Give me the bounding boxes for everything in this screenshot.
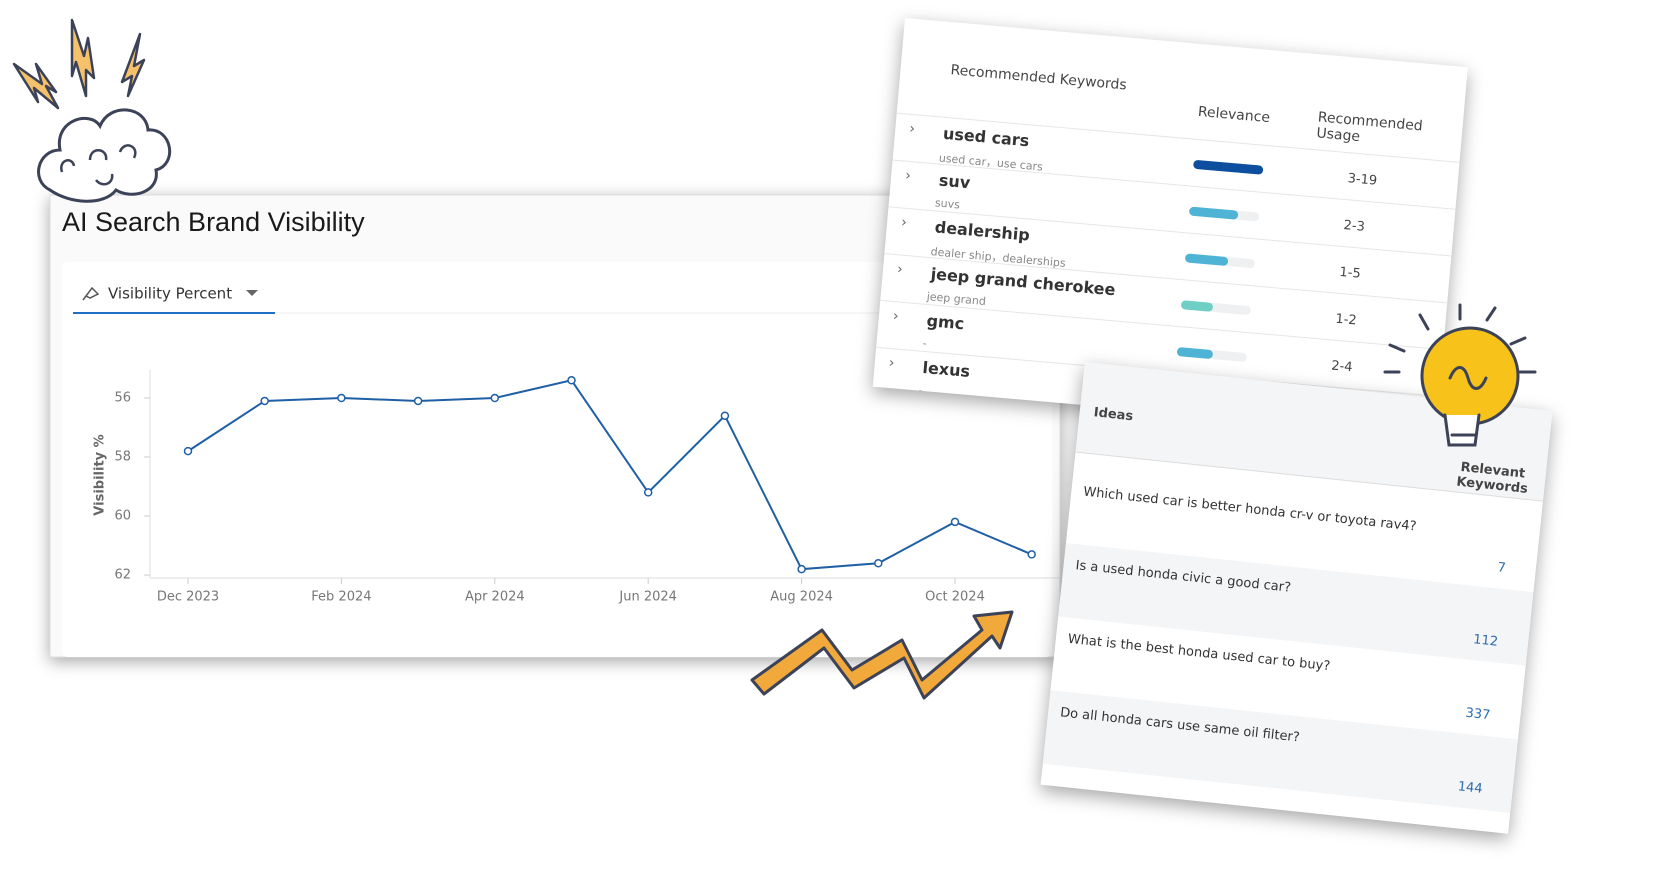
pin-icon bbox=[82, 286, 100, 301]
expand-chevron[interactable]: › bbox=[896, 261, 904, 278]
usage-header: Recommended Usage bbox=[1315, 109, 1424, 146]
point bbox=[950, 517, 960, 527]
point bbox=[720, 411, 730, 420]
usage: 1-5 bbox=[1338, 264, 1362, 282]
point bbox=[183, 446, 193, 456]
usage: 2-3 bbox=[1342, 218, 1366, 235]
x-tick-label: Apr 2024 bbox=[465, 590, 525, 605]
relevance-bar bbox=[1192, 159, 1264, 175]
relevance-header: Relevance bbox=[1197, 103, 1271, 127]
y-axis-label: Visibility % bbox=[93, 434, 108, 515]
idea-text: Which used car is better honda cr-v or t… bbox=[1082, 484, 1418, 535]
relevance-track bbox=[1184, 253, 1256, 269]
point bbox=[413, 396, 423, 406]
dropdown-caret[interactable] bbox=[246, 290, 258, 296]
relevance-track bbox=[1188, 206, 1260, 222]
relevance-track bbox=[1192, 159, 1264, 175]
idea-text: Is a used honda civic a good car? bbox=[1074, 558, 1292, 596]
keyword-count[interactable]: 7 bbox=[1496, 560, 1507, 577]
line bbox=[187, 379, 1033, 571]
point bbox=[337, 393, 346, 403]
point bbox=[567, 376, 576, 385]
ideas-panel: Ideas Relevant Keywords Which used car i… bbox=[1040, 362, 1553, 834]
brain-lines bbox=[60, 144, 137, 186]
lightning bbox=[12, 18, 146, 110]
usage: 2-4 bbox=[1330, 358, 1354, 376]
expand-chevron[interactable]: › bbox=[908, 120, 916, 138]
relevance-track bbox=[1176, 346, 1248, 363]
point bbox=[260, 396, 269, 406]
expand-chevron[interactable]: › bbox=[900, 214, 908, 231]
keyword-count[interactable]: 112 bbox=[1472, 632, 1499, 650]
relevance-bar bbox=[1184, 253, 1229, 267]
point bbox=[797, 564, 806, 574]
keyword: used cars bbox=[942, 123, 1031, 151]
expand-chevron[interactable]: › bbox=[892, 308, 900, 325]
y-tick-label: 58 bbox=[114, 450, 131, 465]
keyword-count[interactable]: 337 bbox=[1464, 705, 1492, 724]
y-tick-label: 62 bbox=[114, 568, 131, 583]
x-tick-label: Oct 2024 bbox=[925, 590, 985, 605]
x-tick-label: Feb 2024 bbox=[311, 590, 371, 605]
relevance-bar bbox=[1180, 300, 1213, 312]
relevance-bar bbox=[1176, 346, 1214, 360]
x-tick-label: Jun 2024 bbox=[618, 590, 677, 605]
expand-chevron[interactable]: › bbox=[904, 167, 912, 185]
x-tick-label: Aug 2024 bbox=[770, 590, 833, 605]
keyword-count[interactable]: 144 bbox=[1457, 779, 1484, 797]
keyword-variants: - bbox=[922, 336, 928, 351]
point bbox=[874, 558, 883, 568]
usage: 3-19 bbox=[1347, 171, 1378, 189]
chart: 56 58 60 62 Dec 2023 Feb 2024 Apr 2024 Jun 2024… bbox=[114, 376, 1036, 605]
expand-chevron[interactable]: › bbox=[888, 354, 896, 372]
y-tick-label: 56 bbox=[114, 391, 131, 406]
tab-label[interactable]: Visibility Percent bbox=[108, 285, 232, 303]
usage: 1-2 bbox=[1334, 311, 1358, 329]
keyword: gmc bbox=[925, 311, 966, 334]
relevance-bar bbox=[1188, 206, 1239, 220]
keyword-variants: suvs bbox=[934, 196, 961, 212]
x-tick-label: Dec 2023 bbox=[157, 590, 219, 605]
chart-panel bbox=[62, 262, 1052, 657]
point bbox=[1027, 550, 1036, 559]
y-tick-label: 60 bbox=[114, 509, 131, 524]
keyword: lexus bbox=[921, 357, 971, 381]
keyword: dealership bbox=[934, 217, 1031, 245]
brain-cloud bbox=[37, 108, 172, 203]
point bbox=[643, 488, 653, 497]
relevance-track bbox=[1180, 300, 1252, 316]
keyword-header: Recommended Keywords bbox=[949, 62, 1128, 94]
point bbox=[490, 393, 500, 403]
keyword: suv bbox=[938, 170, 972, 193]
chart-title: AI Search Brand Visibility bbox=[62, 207, 365, 237]
